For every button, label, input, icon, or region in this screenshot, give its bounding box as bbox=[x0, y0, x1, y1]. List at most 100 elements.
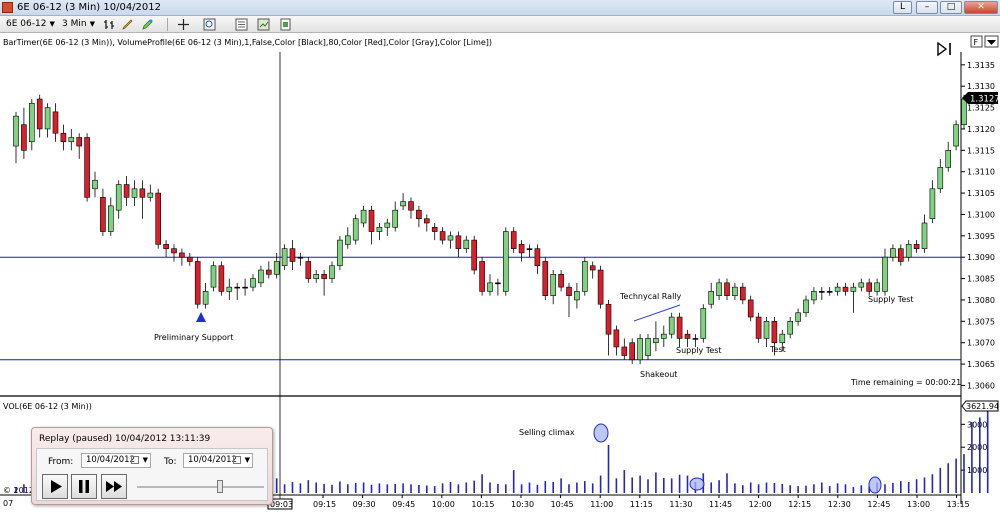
instrument-label: 6E 06-12 bbox=[6, 19, 47, 29]
interval-selector[interactable]: 3 Min ▼ bbox=[60, 18, 98, 31]
candle-body bbox=[913, 244, 920, 249]
candle-body bbox=[76, 137, 82, 147]
time-tick-label: 09:30 bbox=[353, 500, 376, 509]
candle-body bbox=[811, 291, 817, 301]
calendar-icon[interactable] bbox=[131, 456, 139, 464]
candle-body bbox=[779, 333, 786, 343]
candle-body bbox=[787, 321, 794, 335]
candle-body bbox=[495, 282, 501, 285]
candle-body bbox=[502, 231, 509, 292]
from-date-field[interactable]: 10/04/2012 ▼ bbox=[81, 453, 151, 468]
current-volume-marker bbox=[961, 400, 999, 412]
volume-marker bbox=[689, 477, 705, 491]
time-axis: 09:15 09:30 09:45 10:00 10:15 10:30 10:45 11:00… bbox=[313, 495, 970, 509]
chart-header-controls: F bbox=[937, 35, 999, 57]
candle-body bbox=[716, 282, 722, 296]
replay-speed-slider[interactable] bbox=[217, 480, 223, 493]
candle-body bbox=[265, 269, 272, 275]
technical-rally-trendline bbox=[633, 304, 681, 322]
candle-body bbox=[242, 286, 248, 289]
instrument-selector[interactable]: 6E 06-12 ▼ bbox=[4, 18, 58, 31]
time-tick-label: 12:15 bbox=[788, 500, 811, 509]
candle-body bbox=[842, 286, 849, 292]
float-icon: F bbox=[974, 38, 979, 47]
close-button[interactable]: ✕ bbox=[964, 1, 998, 14]
float-button[interactable] bbox=[970, 35, 983, 48]
minimize-button[interactable]: – bbox=[916, 1, 938, 14]
highlight-icon[interactable] bbox=[141, 18, 154, 31]
candle-body bbox=[431, 226, 438, 232]
time-tick-label: 11:45 bbox=[709, 500, 732, 509]
candle-body bbox=[518, 244, 525, 254]
support-arrow-icon bbox=[196, 312, 206, 322]
candle-body bbox=[471, 239, 478, 271]
draw-pencil-icon[interactable] bbox=[121, 18, 134, 31]
zoom-icon[interactable] bbox=[203, 18, 216, 31]
candle-body bbox=[202, 291, 209, 305]
candle-body bbox=[724, 282, 730, 296]
candle-body bbox=[795, 312, 801, 322]
fast-forward-button[interactable] bbox=[101, 474, 127, 499]
time-tick-label: 12:00 bbox=[749, 500, 772, 509]
price-tick-label: 1.3115 bbox=[967, 146, 995, 155]
maximize-button[interactable]: □ bbox=[940, 1, 962, 14]
chart-toolbar: 6E 06-12 ▼ 3 Min ▼ bbox=[0, 16, 1000, 33]
candle-body bbox=[684, 333, 691, 339]
candle-body bbox=[866, 282, 873, 292]
candle-body bbox=[376, 226, 383, 232]
candle-body bbox=[732, 286, 738, 296]
price-tick-label: 1.3130 bbox=[967, 82, 995, 91]
candle-body bbox=[187, 256, 193, 262]
pause-button[interactable] bbox=[71, 474, 97, 499]
candle-body bbox=[653, 338, 659, 343]
candle-body bbox=[692, 338, 699, 340]
candle-body bbox=[455, 235, 462, 249]
candle-body bbox=[755, 316, 762, 339]
candle-body bbox=[645, 338, 651, 356]
price-tick-label: 1.3095 bbox=[967, 232, 995, 241]
bar-type-icon[interactable] bbox=[103, 18, 116, 31]
candle-body bbox=[400, 201, 406, 207]
candle-body bbox=[60, 132, 67, 143]
indicator-icon[interactable] bbox=[279, 18, 292, 31]
current-volume-label: 3621.94 bbox=[966, 402, 999, 411]
copyright-label: © 2012 bbox=[3, 486, 34, 495]
time-tick-label: 10:15 bbox=[471, 500, 494, 509]
annotation-technical-rally: Technycal Rally bbox=[619, 292, 682, 301]
chevron-down-icon[interactable]: ▼ bbox=[244, 456, 250, 464]
annotation-test: Test bbox=[769, 345, 786, 354]
price-axis: 1.3060 1.3065 1.3070 1.3075 1.3080 1.3085 1.30… bbox=[961, 61, 995, 390]
candle-body bbox=[605, 303, 612, 335]
volume-tick-label: 1000 bbox=[967, 466, 987, 475]
replay-speed-track[interactable] bbox=[137, 486, 264, 488]
scroll-to-end-icon[interactable] bbox=[937, 41, 948, 57]
candle-body bbox=[423, 218, 430, 224]
candle-body bbox=[676, 316, 683, 339]
toolbar-divider bbox=[167, 18, 168, 31]
chevron-down-icon[interactable]: ▼ bbox=[142, 456, 148, 464]
price-tick-label: 1.3065 bbox=[967, 360, 995, 369]
to-date-field[interactable]: 10/04/2012 ▼ bbox=[183, 453, 253, 468]
window-title: 6E 06-12 (3 Min) 10/04/2012 bbox=[17, 2, 161, 13]
replay-controls: From: 10/04/2012 ▼ To: 10/04/2012 ▼ bbox=[36, 448, 268, 501]
candle-body bbox=[708, 291, 715, 305]
annotation-supply-test: Supply Test bbox=[676, 346, 722, 355]
properties-icon[interactable] bbox=[235, 18, 248, 31]
candle-body bbox=[629, 342, 636, 361]
calendar-icon[interactable] bbox=[233, 456, 241, 464]
from-label: From: bbox=[48, 457, 74, 467]
crosshair-icon[interactable] bbox=[177, 18, 190, 31]
data-box-icon[interactable] bbox=[257, 18, 270, 31]
candle-body bbox=[937, 167, 944, 190]
candle-body bbox=[818, 291, 825, 293]
candle-body bbox=[234, 286, 240, 289]
candle-body bbox=[921, 222, 928, 249]
play-button[interactable] bbox=[42, 474, 68, 499]
crosshair-time-label: 09:03 bbox=[270, 500, 293, 509]
link-button[interactable]: L bbox=[893, 1, 912, 14]
candle-body bbox=[360, 209, 367, 224]
interval-label: 3 Min bbox=[62, 19, 87, 29]
app-icon bbox=[2, 2, 13, 13]
price-tick-label: 1.3110 bbox=[967, 168, 995, 177]
replay-status: Replay (paused) 10/04/2012 13:11:39 bbox=[39, 434, 211, 444]
